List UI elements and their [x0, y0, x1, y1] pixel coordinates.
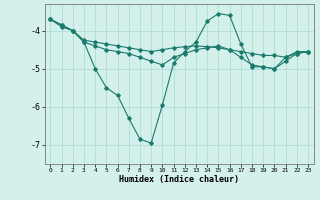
X-axis label: Humidex (Indice chaleur): Humidex (Indice chaleur): [119, 175, 239, 184]
